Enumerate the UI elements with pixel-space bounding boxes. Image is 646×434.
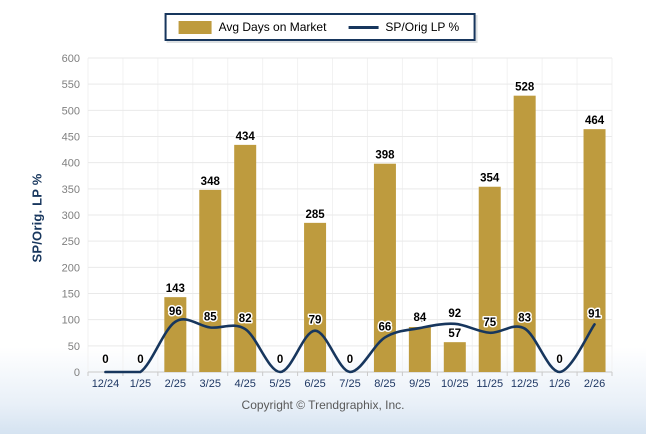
y-tick-label: 600 (62, 53, 80, 65)
x-tick-label: 6/25 (304, 378, 325, 390)
x-tick-label: 2/25 (165, 378, 186, 390)
sp-orig-lp-line (104, 318, 596, 374)
bar-avg-days-on-market (234, 144, 257, 372)
bar-avg-days-on-market (199, 189, 222, 372)
line-value-label: 84 (413, 312, 426, 324)
x-tick-label: 4/25 (234, 378, 255, 390)
x-tick-label: 9/25 (409, 378, 430, 390)
bar-value-label: 86 (413, 313, 426, 325)
y-tick-label: 100 (62, 315, 80, 327)
y-tick-label: 200 (62, 262, 80, 274)
bar-series-swatch-icon (178, 20, 212, 34)
zero-value-label: 0 (556, 354, 562, 366)
y-tick-label: 450 (62, 132, 80, 144)
bar-value-label: 57 (448, 328, 461, 340)
bar-avg-days-on-market (164, 297, 187, 372)
y-tick-label: 500 (62, 105, 80, 117)
x-tick-label: 12/24 (92, 378, 120, 390)
y-tick-label: 400 (62, 158, 80, 170)
x-tick-label: 1/25 (130, 378, 151, 390)
y-tick-label: 50 (68, 341, 80, 353)
x-tick-label: 3/25 (200, 378, 221, 390)
zero-value-label: 0 (137, 354, 143, 366)
copyright-text: Copyright © Trendgraphix, Inc. (241, 398, 405, 412)
bar-avg-days-on-market (478, 186, 501, 372)
line-value-label: 85 (204, 312, 217, 324)
bar-avg-days-on-market (373, 163, 396, 372)
bar-value-label: 143 (166, 283, 185, 295)
x-tick-label: 2/26 (584, 378, 605, 390)
x-tick-label: 5/25 (269, 378, 290, 390)
y-tick-label: 550 (62, 79, 80, 91)
y-tick-label: 350 (62, 184, 80, 196)
zero-value-label: 0 (102, 354, 108, 366)
legend: Avg Days on Market SP/Orig LP % (164, 13, 476, 41)
y-tick-label: 150 (62, 289, 80, 301)
line-value-label: 82 (239, 313, 252, 325)
bar-value-label: 528 (515, 82, 535, 94)
line-value-label: 92 (448, 308, 461, 320)
y-tick-label: 250 (62, 236, 80, 248)
line-value-label: 96 (169, 306, 182, 318)
bar-avg-days-on-market (304, 222, 327, 372)
line-value-label: 91 (588, 308, 601, 320)
bar-avg-days-on-market (443, 342, 466, 372)
line-series-swatch-icon (348, 25, 379, 29)
x-tick-label: 8/25 (374, 378, 395, 390)
bar-avg-days-on-market (513, 95, 536, 373)
bar-value-label: 398 (375, 150, 395, 162)
zero-value-label: 0 (277, 354, 283, 366)
x-tick-label: 1/26 (549, 378, 570, 390)
bar-value-label: 464 (585, 115, 605, 127)
bar-value-label: 348 (201, 176, 221, 188)
bar-avg-days-on-market (408, 326, 431, 372)
line-value-label: 83 (518, 313, 531, 325)
line-value-label: 75 (483, 317, 496, 329)
x-tick-label: 12/25 (511, 378, 539, 390)
line-value-label: 79 (309, 315, 322, 327)
line-value-label: 66 (379, 321, 392, 333)
y-tick-label: 300 (62, 210, 80, 222)
x-tick-label: 11/25 (476, 378, 503, 390)
bar-avg-days-on-market (583, 129, 606, 372)
bar-value-label: 434 (236, 131, 256, 143)
x-tick-label: 10/25 (441, 378, 469, 390)
bar-value-label: 285 (305, 209, 325, 221)
legend-line-label: SP/Orig LP % (385, 20, 460, 34)
bar-value-label: 354 (480, 173, 500, 185)
legend-bar-label: Avg Days on Market (218, 20, 327, 34)
y-tick-label: 0 (74, 367, 80, 379)
x-tick-label: 7/25 (339, 378, 360, 390)
zero-value-label: 0 (347, 354, 353, 366)
